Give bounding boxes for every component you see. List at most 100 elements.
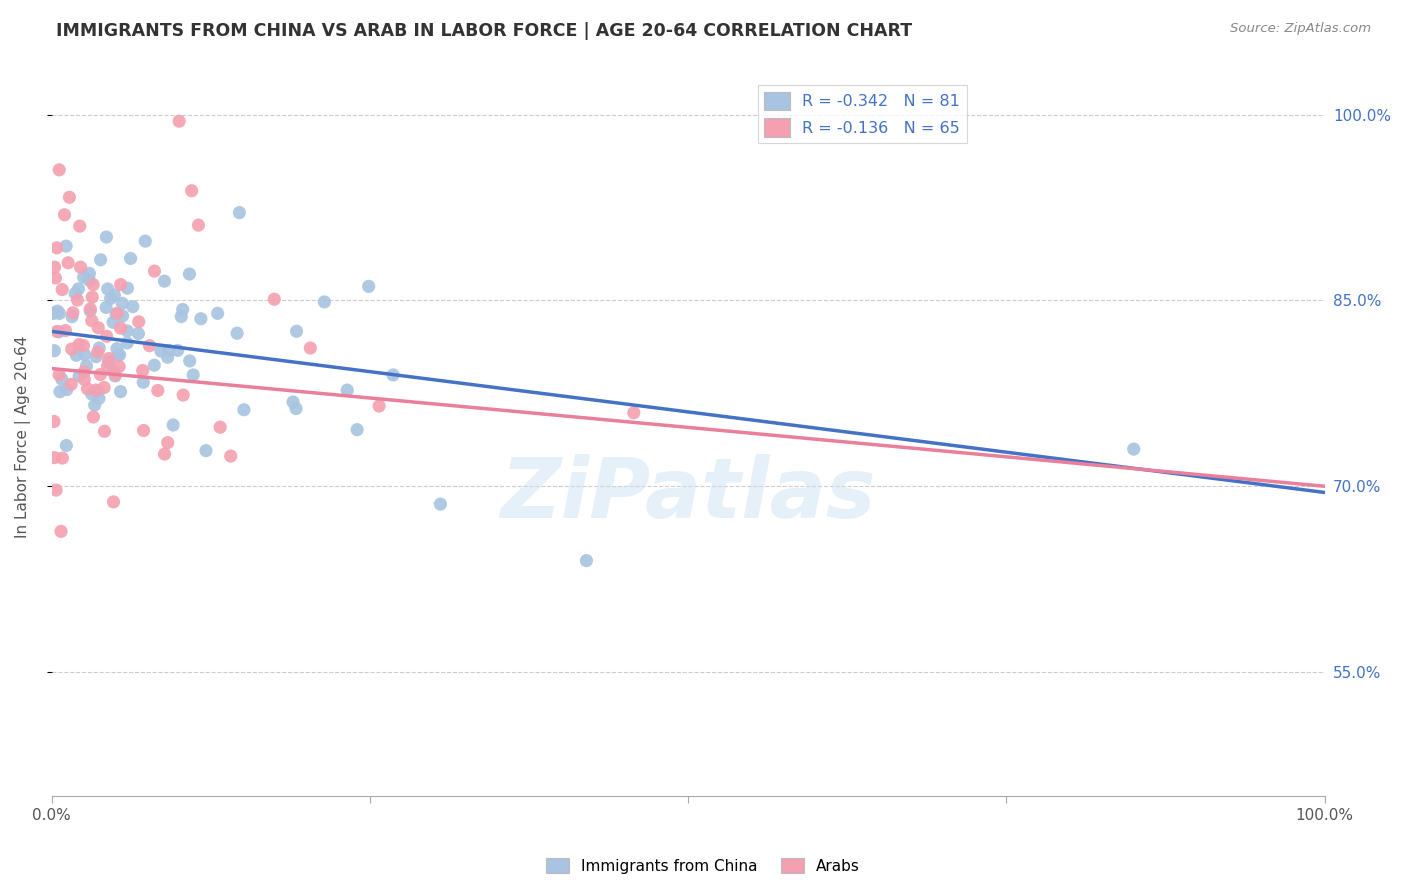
Point: [138, 339, 160, 353]
Point: [104, 368, 127, 383]
Point: [51, 283, 73, 297]
Point: [46, 325, 69, 339]
Point: [97, 282, 120, 296]
Point: [299, 341, 322, 355]
Point: [167, 114, 190, 128]
Point: [97, 355, 120, 369]
Point: [42, 306, 65, 320]
Point: [166, 343, 188, 358]
Point: [226, 326, 249, 341]
Point: [55, 324, 77, 338]
Point: [84, 383, 107, 397]
Point: [105, 307, 128, 321]
Point: [60, 342, 83, 356]
Point: [44, 450, 66, 465]
Point: [101, 315, 124, 329]
Point: [48, 325, 70, 339]
Point: [44, 260, 66, 275]
Point: [84, 350, 107, 364]
Point: [87, 320, 110, 334]
Point: [51, 451, 73, 466]
Text: Source: ZipAtlas.com: Source: ZipAtlas.com: [1230, 22, 1371, 36]
Point: [285, 401, 308, 416]
Point: [89, 341, 111, 355]
Point: [110, 384, 132, 399]
Point: [90, 252, 112, 267]
Point: [67, 337, 90, 351]
Point: [285, 324, 308, 338]
Y-axis label: In Labor Force | Age 20-64: In Labor Force | Age 20-64: [15, 335, 31, 538]
Point: [107, 349, 129, 363]
Point: [117, 324, 139, 338]
Point: [346, 423, 368, 437]
Point: [60, 310, 83, 324]
Point: [93, 424, 115, 438]
Point: [82, 277, 104, 292]
Point: [76, 382, 98, 396]
Point: [48, 306, 70, 320]
Point: [45, 241, 67, 255]
Point: [55, 239, 77, 253]
Point: [180, 184, 202, 198]
Point: [82, 290, 104, 304]
Point: [73, 365, 96, 379]
Point: [79, 301, 101, 316]
Point: [82, 409, 104, 424]
Point: [207, 306, 229, 320]
Point: [382, 368, 405, 382]
Point: [314, 294, 336, 309]
Point: [153, 447, 176, 461]
Point: [67, 368, 90, 383]
Point: [108, 348, 131, 362]
Point: [104, 368, 127, 382]
Point: [157, 343, 180, 358]
Point: [103, 364, 125, 378]
Point: [281, 395, 304, 409]
Point: [134, 234, 156, 248]
Point: [156, 435, 179, 450]
Point: [48, 162, 70, 177]
Legend: R = -0.342   N = 81, R = -0.136   N = 65: R = -0.342 N = 81, R = -0.136 N = 65: [758, 86, 967, 143]
Point: [149, 344, 172, 359]
Point: [190, 311, 212, 326]
Point: [73, 348, 96, 362]
Point: [79, 303, 101, 318]
Point: [172, 388, 194, 402]
Point: [79, 273, 101, 287]
Point: [80, 314, 103, 328]
Point: [73, 270, 96, 285]
Point: [55, 438, 77, 452]
Point: [336, 383, 359, 397]
Point: [132, 424, 155, 438]
Point: [105, 342, 128, 356]
Point: [623, 406, 645, 420]
Point: [115, 335, 138, 350]
Point: [53, 208, 76, 222]
Point: [100, 292, 122, 306]
Point: [110, 321, 132, 335]
Point: [103, 288, 125, 302]
Point: [67, 282, 90, 296]
Point: [98, 351, 121, 366]
Point: [103, 495, 125, 509]
Point: [181, 368, 204, 382]
Point: [87, 392, 110, 406]
Point: [48, 368, 70, 382]
Point: [93, 380, 115, 394]
Text: IMMIGRANTS FROM CHINA VS ARAB IN LABOR FORCE | AGE 20-64 CORRELATION CHART: IMMIGRANTS FROM CHINA VS ARAB IN LABOR F…: [56, 22, 912, 40]
Point: [120, 252, 142, 266]
Point: [69, 219, 91, 234]
Point: [179, 267, 201, 281]
Point: [56, 256, 79, 270]
Point: [187, 218, 209, 232]
Point: [121, 300, 143, 314]
Point: [111, 309, 134, 323]
Point: [194, 443, 217, 458]
Point: [127, 326, 149, 341]
Point: [72, 338, 94, 352]
Point: [357, 279, 380, 293]
Point: [110, 277, 132, 292]
Point: [132, 363, 155, 377]
Text: ZiPatlas: ZiPatlas: [501, 454, 876, 534]
Point: [105, 306, 128, 320]
